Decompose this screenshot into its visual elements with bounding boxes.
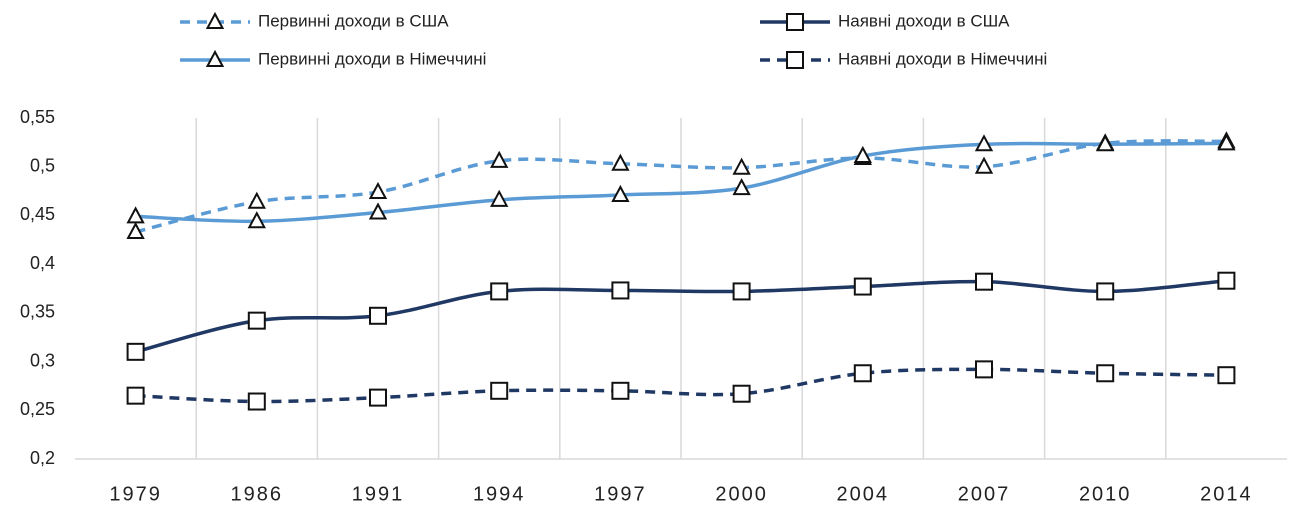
marker	[368, 181, 388, 200]
marker	[611, 281, 630, 300]
marker	[786, 13, 804, 31]
marker	[974, 156, 994, 174]
x-tick-label: 2014	[1200, 483, 1253, 505]
y-tick-label: 0,25	[20, 399, 55, 419]
marker	[975, 272, 993, 291]
legend-label: Первинні доходи в США	[258, 11, 449, 30]
marker	[1217, 133, 1236, 151]
x-tick-label: 1997	[594, 483, 647, 505]
x-tick-label: 1991	[352, 483, 405, 505]
marker	[732, 384, 751, 403]
marker	[732, 282, 751, 301]
marker	[205, 11, 225, 29]
marker	[126, 342, 145, 361]
marker	[126, 221, 145, 239]
marker	[732, 178, 751, 196]
x-tick-label: 1986	[231, 483, 284, 505]
series-line	[135, 278, 1227, 354]
marker	[974, 134, 994, 152]
marker	[1096, 364, 1115, 383]
series-line	[135, 141, 1227, 224]
x-tick-label: 2004	[837, 483, 890, 505]
marker	[369, 388, 387, 407]
marker	[732, 157, 751, 175]
marker	[368, 202, 388, 220]
marker	[611, 184, 630, 202]
marker	[1096, 134, 1115, 152]
y-tick-label: 0,35	[20, 302, 55, 322]
marker	[1217, 366, 1236, 385]
marker	[975, 360, 993, 379]
y-tick-label: 0,4	[30, 253, 55, 273]
marker	[853, 145, 872, 163]
marker	[126, 386, 145, 405]
marker	[786, 51, 804, 69]
legend-label: Наявні доходи в Німеччині	[838, 49, 1047, 68]
series-line	[135, 139, 1227, 234]
y-tick-label: 0,2	[30, 448, 55, 468]
marker	[369, 306, 387, 325]
y-tick-label: 0,55	[20, 107, 55, 127]
marker	[247, 191, 266, 209]
x-tick-label: 1979	[109, 483, 162, 505]
marker	[1217, 271, 1236, 290]
legend-label: Наявні доходи в США	[838, 11, 1010, 30]
marker	[611, 381, 630, 400]
x-tick-label: 2010	[1079, 483, 1132, 505]
x-tick-label: 2000	[715, 483, 768, 505]
marker	[853, 277, 872, 296]
marker	[126, 206, 145, 224]
x-tick-label: 1994	[473, 483, 526, 505]
legend-label: Первинні доходи в Німеччині	[258, 49, 486, 68]
x-tick-label: 2007	[958, 483, 1011, 505]
y-tick-label: 0,5	[30, 155, 55, 175]
marker	[205, 49, 225, 67]
marker	[490, 150, 509, 168]
marker	[247, 392, 266, 411]
marker	[611, 153, 630, 171]
y-tick-label: 0,3	[30, 350, 55, 370]
marker	[1096, 282, 1115, 301]
marker	[490, 189, 509, 207]
y-tick-label: 0,45	[20, 204, 55, 224]
series-line	[135, 367, 1227, 404]
marker	[490, 381, 509, 400]
marker	[247, 211, 266, 229]
marker	[247, 311, 266, 330]
marker	[490, 282, 509, 301]
marker	[853, 364, 872, 383]
